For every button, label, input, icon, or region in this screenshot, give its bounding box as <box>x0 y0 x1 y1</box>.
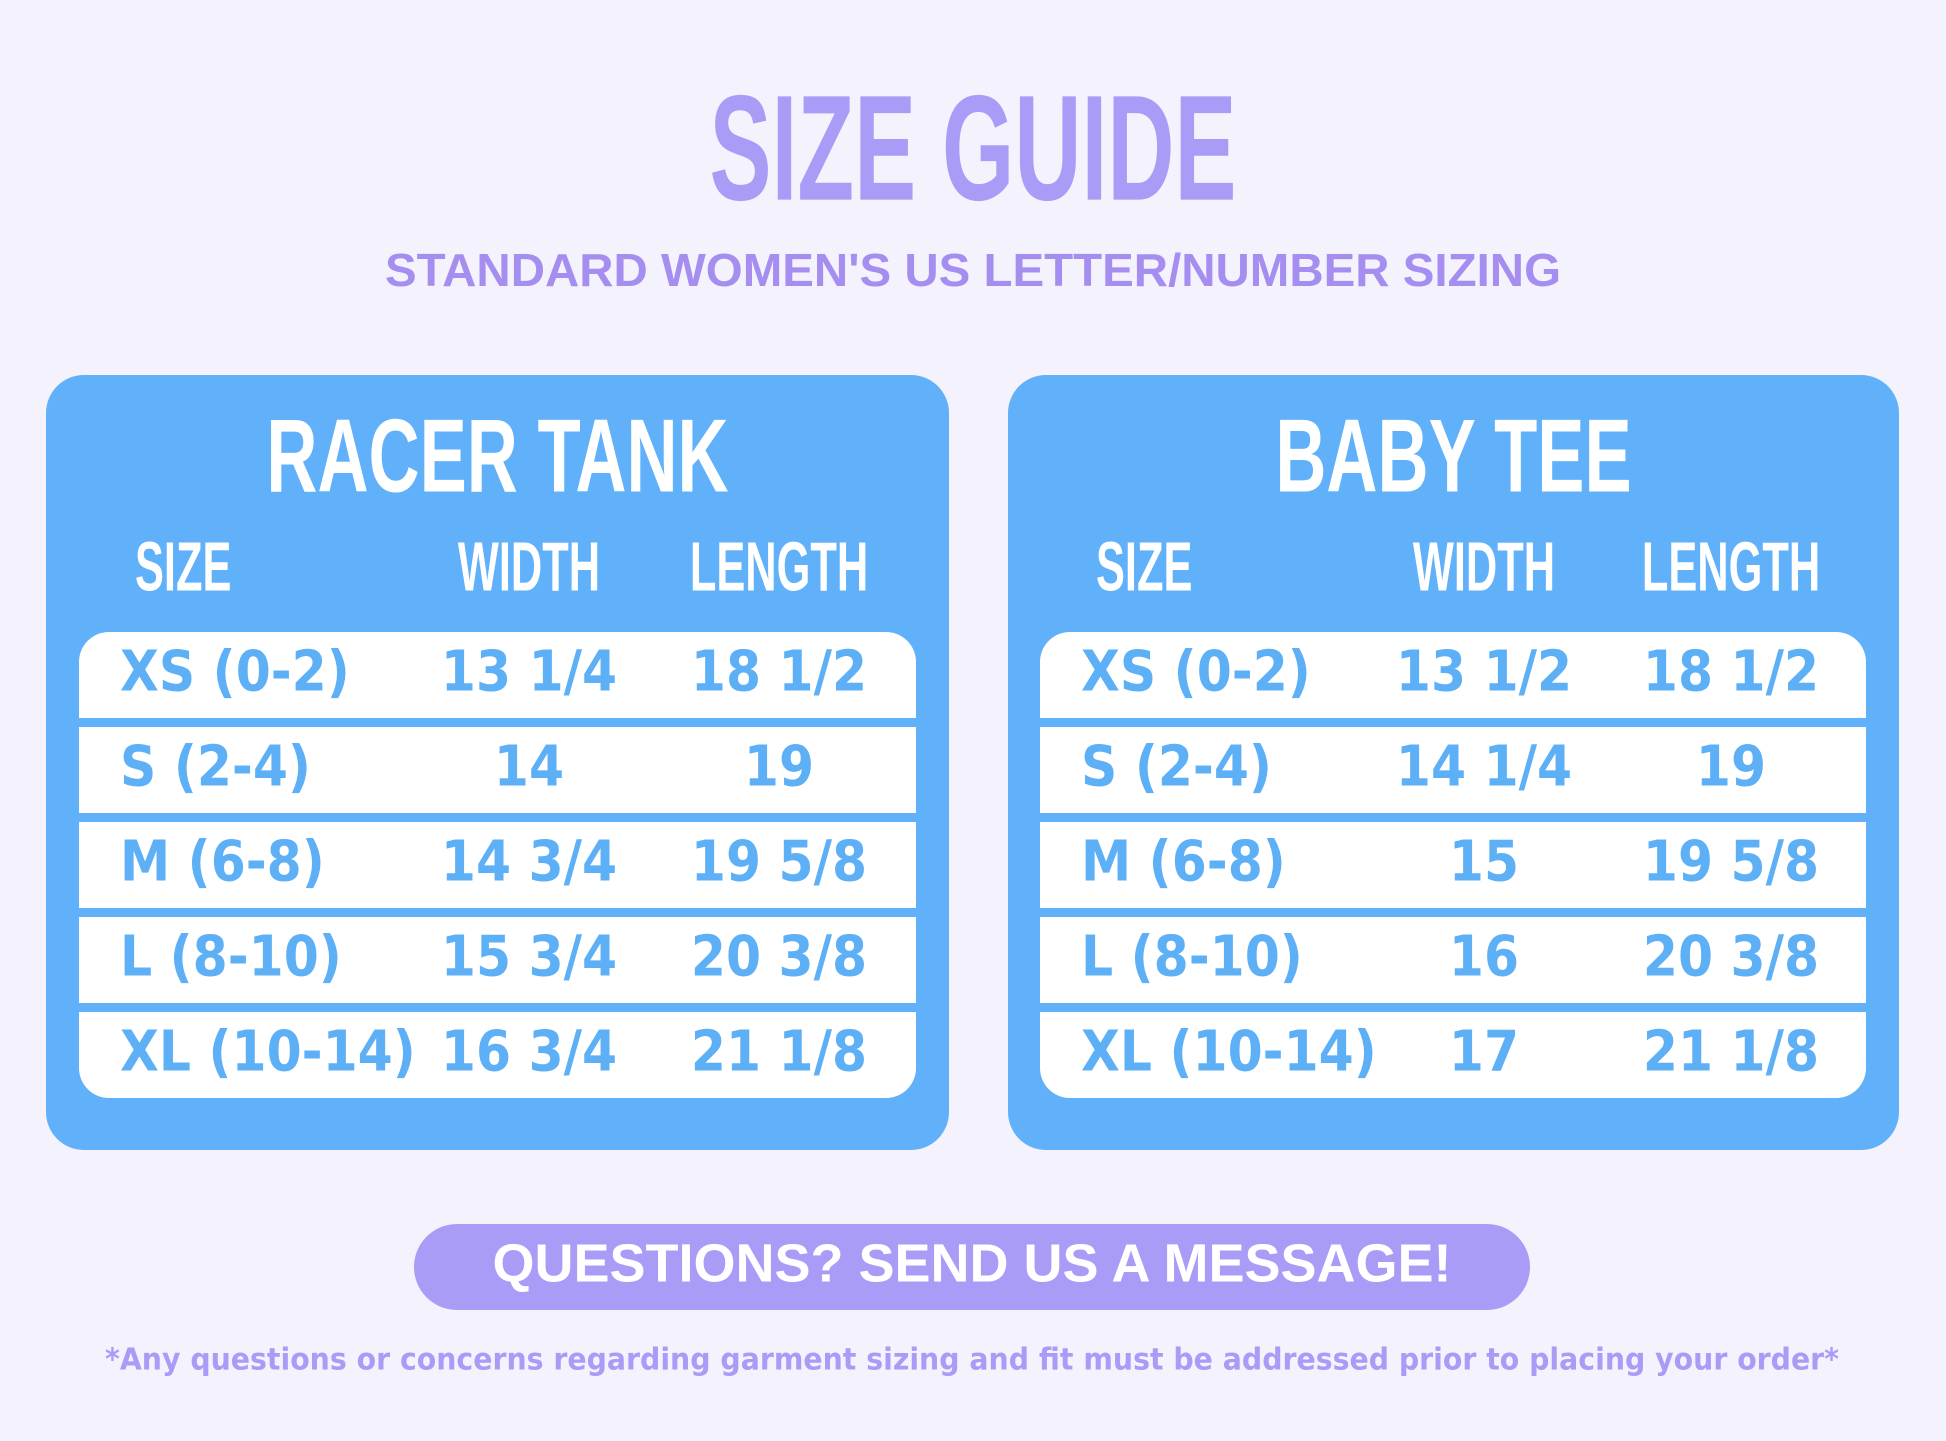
column-header: LENGTH <box>690 528 868 606</box>
column-header: SIZE <box>135 528 231 606</box>
table-cell: XS (0-2) <box>1081 639 1311 704</box>
table-cell: 20 3/8 <box>1643 924 1819 989</box>
table-cell: XL (10-14) <box>1081 1019 1377 1084</box>
table-cell: 13 1/2 <box>1396 639 1572 704</box>
table-cell: L (8-10) <box>1081 924 1303 989</box>
table-cell: S (2-4) <box>1081 734 1272 799</box>
table-cell: 15 3/4 <box>441 924 617 989</box>
subtitle: STANDARD WOMEN'S US LETTER/NUMBER SIZING <box>385 244 1561 296</box>
row-divider <box>1040 718 1866 727</box>
table-cell: 14 3/4 <box>441 829 617 894</box>
table-cell: M (6-8) <box>1081 829 1286 894</box>
table-cell: 19 <box>744 734 814 799</box>
table-cell: 16 <box>1449 924 1519 989</box>
table-body <box>79 632 916 1098</box>
row-divider <box>1040 1003 1866 1012</box>
table-cell: 17 <box>1449 1019 1519 1084</box>
table-cell: 21 1/8 <box>1643 1019 1819 1084</box>
message-button-label[interactable]: QUESTIONS? SEND US A MESSAGE! <box>492 1233 1451 1293</box>
column-header: LENGTH <box>1642 528 1820 606</box>
column-header: WIDTH <box>1413 528 1555 606</box>
row-divider <box>79 1003 916 1012</box>
table-cell: 16 3/4 <box>441 1019 617 1084</box>
table-cell: M (6-8) <box>120 829 325 894</box>
table-cell: 13 1/4 <box>441 639 617 704</box>
table-title: BABY TEE <box>1275 397 1631 514</box>
table-body <box>1040 632 1866 1098</box>
row-divider <box>79 813 916 822</box>
column-header: WIDTH <box>458 528 600 606</box>
table-cell: XL (10-14) <box>120 1019 416 1084</box>
message-button[interactable] <box>414 1224 1530 1310</box>
table-cell: S (2-4) <box>120 734 311 799</box>
row-divider <box>1040 908 1866 917</box>
table-cell: L (8-10) <box>120 924 342 989</box>
row-divider <box>1040 813 1866 822</box>
table-cell: 19 5/8 <box>1643 829 1819 894</box>
table-cell: 18 1/2 <box>691 639 867 704</box>
column-header: SIZE <box>1096 528 1192 606</box>
table-cell: 15 <box>1449 829 1519 894</box>
table-cell: 21 1/8 <box>691 1019 867 1084</box>
title: SIZE GUIDE <box>709 65 1236 232</box>
table-cell: 18 1/2 <box>1643 639 1819 704</box>
table-cell: 20 3/8 <box>691 924 867 989</box>
table-cell: 19 <box>1696 734 1766 799</box>
row-divider <box>79 908 916 917</box>
table-title: RACER TANK <box>266 397 728 514</box>
table-cell: 14 <box>494 734 564 799</box>
table-cell: XS (0-2) <box>120 639 350 704</box>
table-cell: 14 1/4 <box>1396 734 1572 799</box>
row-divider <box>79 718 916 727</box>
table-cell: 19 5/8 <box>691 829 867 894</box>
footnote: *Any questions or concerns regarding gar… <box>105 1343 1839 1378</box>
